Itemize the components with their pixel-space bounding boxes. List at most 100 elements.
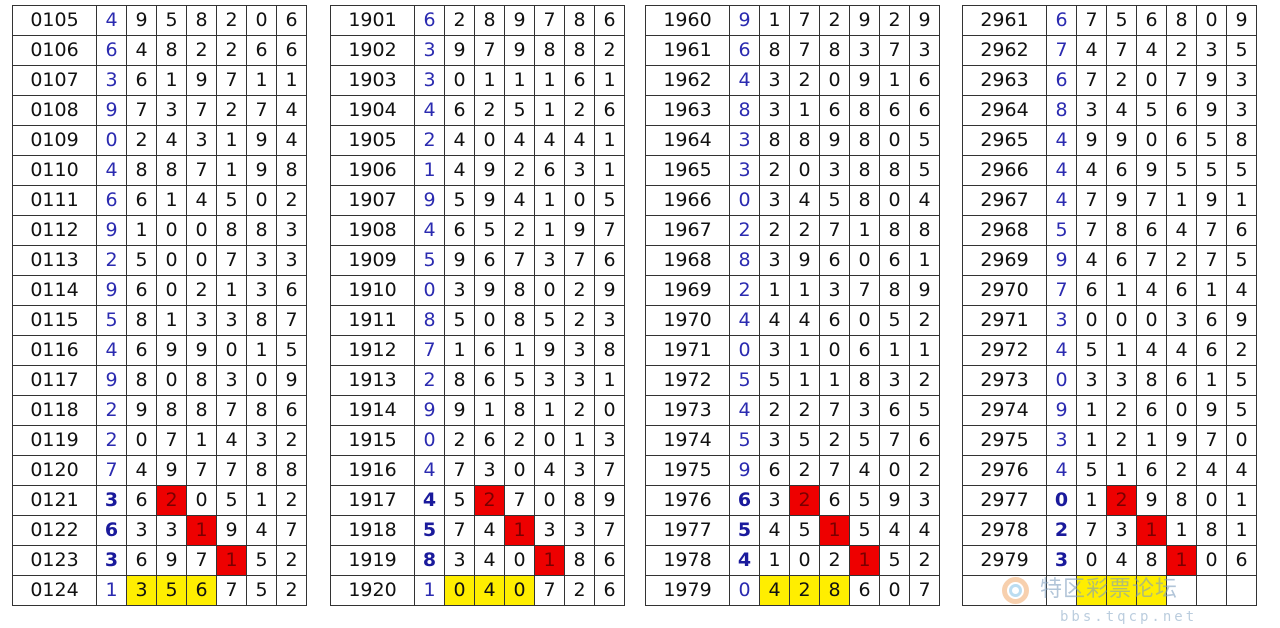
table-row: 0107 3 6 1 9 7 1 1 bbox=[12, 65, 307, 96]
first-digit-cell: 5 bbox=[1046, 215, 1077, 246]
digit-cell: 2 bbox=[276, 545, 307, 576]
first-digit-cell: 4 bbox=[729, 65, 760, 96]
table-row: 2975 3 1 2 1 9 7 0 bbox=[962, 425, 1257, 456]
digit-cell: 3 bbox=[1226, 95, 1257, 126]
digit-cell: 0 bbox=[156, 215, 187, 246]
digit-cell: 0 bbox=[246, 5, 277, 36]
digit-cell: 4 bbox=[1136, 35, 1167, 66]
digit-cell: 9 bbox=[444, 395, 475, 426]
digit-cell: 0 bbox=[1136, 305, 1167, 336]
digit-cell: 6 bbox=[276, 395, 307, 426]
digit-cell: 4 bbox=[126, 35, 157, 66]
table-row: 2961 6 7 5 6 8 0 9 bbox=[962, 5, 1257, 36]
digit-cell: 8 bbox=[564, 35, 595, 66]
table-row: 0115 5 8 1 3 3 8 7 bbox=[12, 305, 307, 336]
table-row: 1903 3 0 1 1 1 6 1 bbox=[330, 65, 625, 96]
digit-cell: 1 bbox=[276, 65, 307, 96]
digit-cell: 7 bbox=[819, 215, 850, 246]
digit-cell: 3 bbox=[759, 65, 790, 96]
digit-cell: 9 bbox=[1196, 185, 1227, 216]
first-digit-cell: 2 bbox=[729, 275, 760, 306]
digit-cell: 3 bbox=[909, 35, 940, 66]
digit-cell: 8 bbox=[759, 35, 790, 66]
digit-cell: 7 bbox=[1106, 35, 1137, 66]
table-row: 1910 0 3 9 8 0 2 9 bbox=[330, 275, 625, 306]
first-digit-cell: 1 bbox=[414, 575, 445, 606]
digit-cell: 7 bbox=[1076, 215, 1107, 246]
digit-cell: 4 bbox=[1076, 245, 1107, 276]
digit-cell: 4 bbox=[186, 185, 217, 216]
digit-cell: 4 bbox=[504, 125, 535, 156]
digit-cell: 1 bbox=[789, 95, 820, 126]
results-table-1: 0105 4 9 5 8 2 0 6 0106 6 4 8 2 2 6 6 0107 3 6 1 9 7 1 1 0108 9 7 3… bbox=[12, 5, 307, 606]
digit-cell: 3 bbox=[1226, 65, 1257, 96]
table-row: 0119 2 0 7 1 4 3 2 bbox=[12, 425, 307, 456]
digit-cell: 6 bbox=[1136, 455, 1167, 486]
digit-cell: 6 bbox=[186, 575, 217, 606]
digit-cell: 4 bbox=[849, 455, 880, 486]
issue-number: 2971 bbox=[962, 305, 1047, 336]
table-row: 0114 9 6 0 2 1 3 6 bbox=[12, 275, 307, 306]
digit-cell: 6 bbox=[474, 245, 505, 276]
digit-cell: 5 bbox=[534, 305, 565, 336]
issue-number: 1962 bbox=[645, 65, 730, 96]
table-row: 1973 4 2 2 7 3 6 5 bbox=[645, 395, 940, 426]
digit-cell: 6 bbox=[276, 5, 307, 36]
issue-number: 2963 bbox=[962, 65, 1047, 96]
table-row: 1907 9 5 9 4 1 0 5 bbox=[330, 185, 625, 216]
first-digit-cell: 7 bbox=[414, 335, 445, 366]
digit-cell: 3 bbox=[594, 305, 625, 336]
first-digit-cell: 4 bbox=[1046, 455, 1077, 486]
table-row: 1975 9 6 2 7 4 0 2 bbox=[645, 455, 940, 486]
digit-cell: 5 bbox=[126, 245, 157, 276]
first-digit-cell: 7 bbox=[96, 455, 127, 486]
table-row: 1960 9 1 7 2 9 2 9 bbox=[645, 5, 940, 36]
results-table-4: 2961 6 7 5 6 8 0 9 2962 7 4 7 4 2 3 5 2963 6 7 2 0 7 9 3 2964 8 3 4… bbox=[962, 5, 1257, 606]
table-row: 2970 7 6 1 4 6 1 4 bbox=[962, 275, 1257, 306]
first-digit-cell: 1 bbox=[414, 155, 445, 186]
first-digit-cell: 3 bbox=[414, 35, 445, 66]
digit-cell: 9 bbox=[474, 155, 505, 186]
digit-cell: 6 bbox=[819, 95, 850, 126]
table-row: 1962 4 3 2 0 9 1 6 bbox=[645, 65, 940, 96]
digit-cell: 7 bbox=[1196, 215, 1227, 246]
digit-cell: 0 bbox=[1196, 5, 1227, 36]
table-row: 1969 2 1 1 3 7 8 9 bbox=[645, 275, 940, 306]
issue-number: 2972 bbox=[962, 335, 1047, 366]
issue-number: 0109 bbox=[12, 125, 97, 156]
digit-cell: 1 bbox=[1166, 185, 1197, 216]
digit-cell: 8 bbox=[1166, 485, 1197, 516]
digit-cell: 1 bbox=[474, 395, 505, 426]
digit-cell: 1 bbox=[246, 65, 277, 96]
digit-cell: 9 bbox=[1106, 185, 1137, 216]
digit-cell: 3 bbox=[126, 575, 157, 606]
digit-cell: 7 bbox=[246, 95, 277, 126]
first-digit-cell: 0 bbox=[1046, 485, 1077, 516]
table-row: 1968 8 3 9 6 0 6 1 bbox=[645, 245, 940, 276]
digit-cell: 0 bbox=[186, 485, 217, 516]
first-digit-cell: 4 bbox=[1046, 185, 1077, 216]
digit-cell: 3 bbox=[216, 305, 247, 336]
digit-cell: 1 bbox=[594, 365, 625, 396]
digit-cell: 2 bbox=[909, 365, 940, 396]
digit-cell: 1 bbox=[504, 65, 535, 96]
digit-cell: 3 bbox=[759, 95, 790, 126]
digit-cell: 8 bbox=[126, 365, 157, 396]
digit-cell: 1 bbox=[186, 425, 217, 456]
digit-cell: 9 bbox=[216, 515, 247, 546]
issue-number: 1910 bbox=[330, 275, 415, 306]
first-digit-cell: 9 bbox=[96, 215, 127, 246]
digit-cell: 3 bbox=[186, 125, 217, 156]
digit-cell: 9 bbox=[909, 5, 940, 36]
digit-cell: 2 bbox=[564, 95, 595, 126]
issue-number: 2978 bbox=[962, 515, 1047, 546]
digit-cell bbox=[1076, 575, 1107, 606]
table-row: 0124 1 3 5 6 7 5 2 bbox=[12, 575, 307, 606]
digit-cell: 4 bbox=[909, 515, 940, 546]
first-digit-cell: 5 bbox=[729, 425, 760, 456]
table-row: 2972 4 5 1 4 4 6 2 bbox=[962, 335, 1257, 366]
digit-cell: 0 bbox=[474, 125, 505, 156]
digit-cell: 2 bbox=[819, 545, 850, 576]
first-digit-cell: 4 bbox=[1046, 155, 1077, 186]
issue-number: 1919 bbox=[330, 545, 415, 576]
